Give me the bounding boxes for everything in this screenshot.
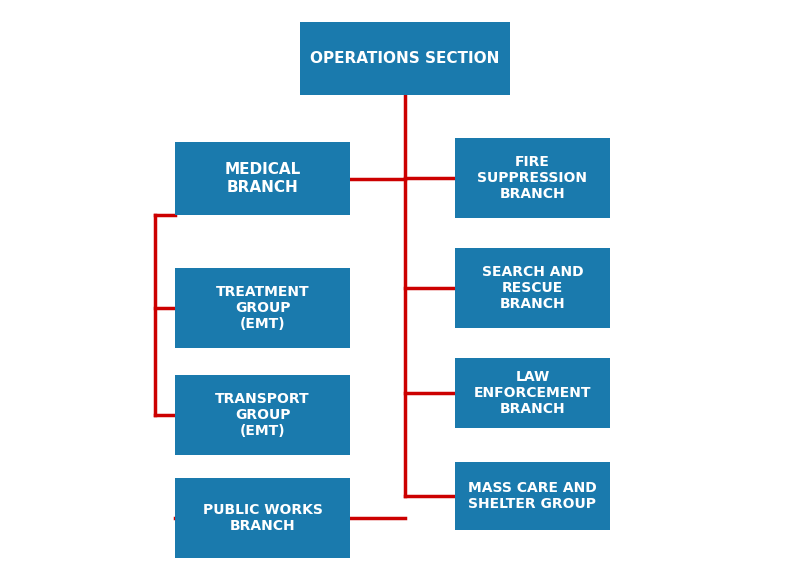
FancyBboxPatch shape	[175, 268, 350, 348]
Text: SEARCH AND
RESCUE
BRANCH: SEARCH AND RESCUE BRANCH	[482, 265, 583, 311]
Text: MEDICAL
BRANCH: MEDICAL BRANCH	[224, 162, 301, 195]
Text: TREATMENT
GROUP
(EMT): TREATMENT GROUP (EMT)	[216, 285, 310, 331]
FancyBboxPatch shape	[455, 138, 610, 218]
FancyBboxPatch shape	[175, 478, 350, 558]
Text: MASS CARE AND
SHELTER GROUP: MASS CARE AND SHELTER GROUP	[468, 481, 597, 511]
Text: OPERATIONS SECTION: OPERATIONS SECTION	[310, 51, 500, 66]
Text: LAW
ENFORCEMENT
BRANCH: LAW ENFORCEMENT BRANCH	[474, 370, 591, 416]
FancyBboxPatch shape	[175, 142, 350, 215]
FancyBboxPatch shape	[455, 462, 610, 530]
FancyBboxPatch shape	[175, 375, 350, 455]
FancyBboxPatch shape	[455, 358, 610, 428]
Text: FIRE
SUPPRESSION
BRANCH: FIRE SUPPRESSION BRANCH	[478, 155, 587, 201]
FancyBboxPatch shape	[300, 22, 510, 95]
Text: TRANSPORT
GROUP
(EMT): TRANSPORT GROUP (EMT)	[215, 392, 310, 438]
Text: PUBLIC WORKS
BRANCH: PUBLIC WORKS BRANCH	[202, 503, 322, 533]
FancyBboxPatch shape	[455, 248, 610, 328]
